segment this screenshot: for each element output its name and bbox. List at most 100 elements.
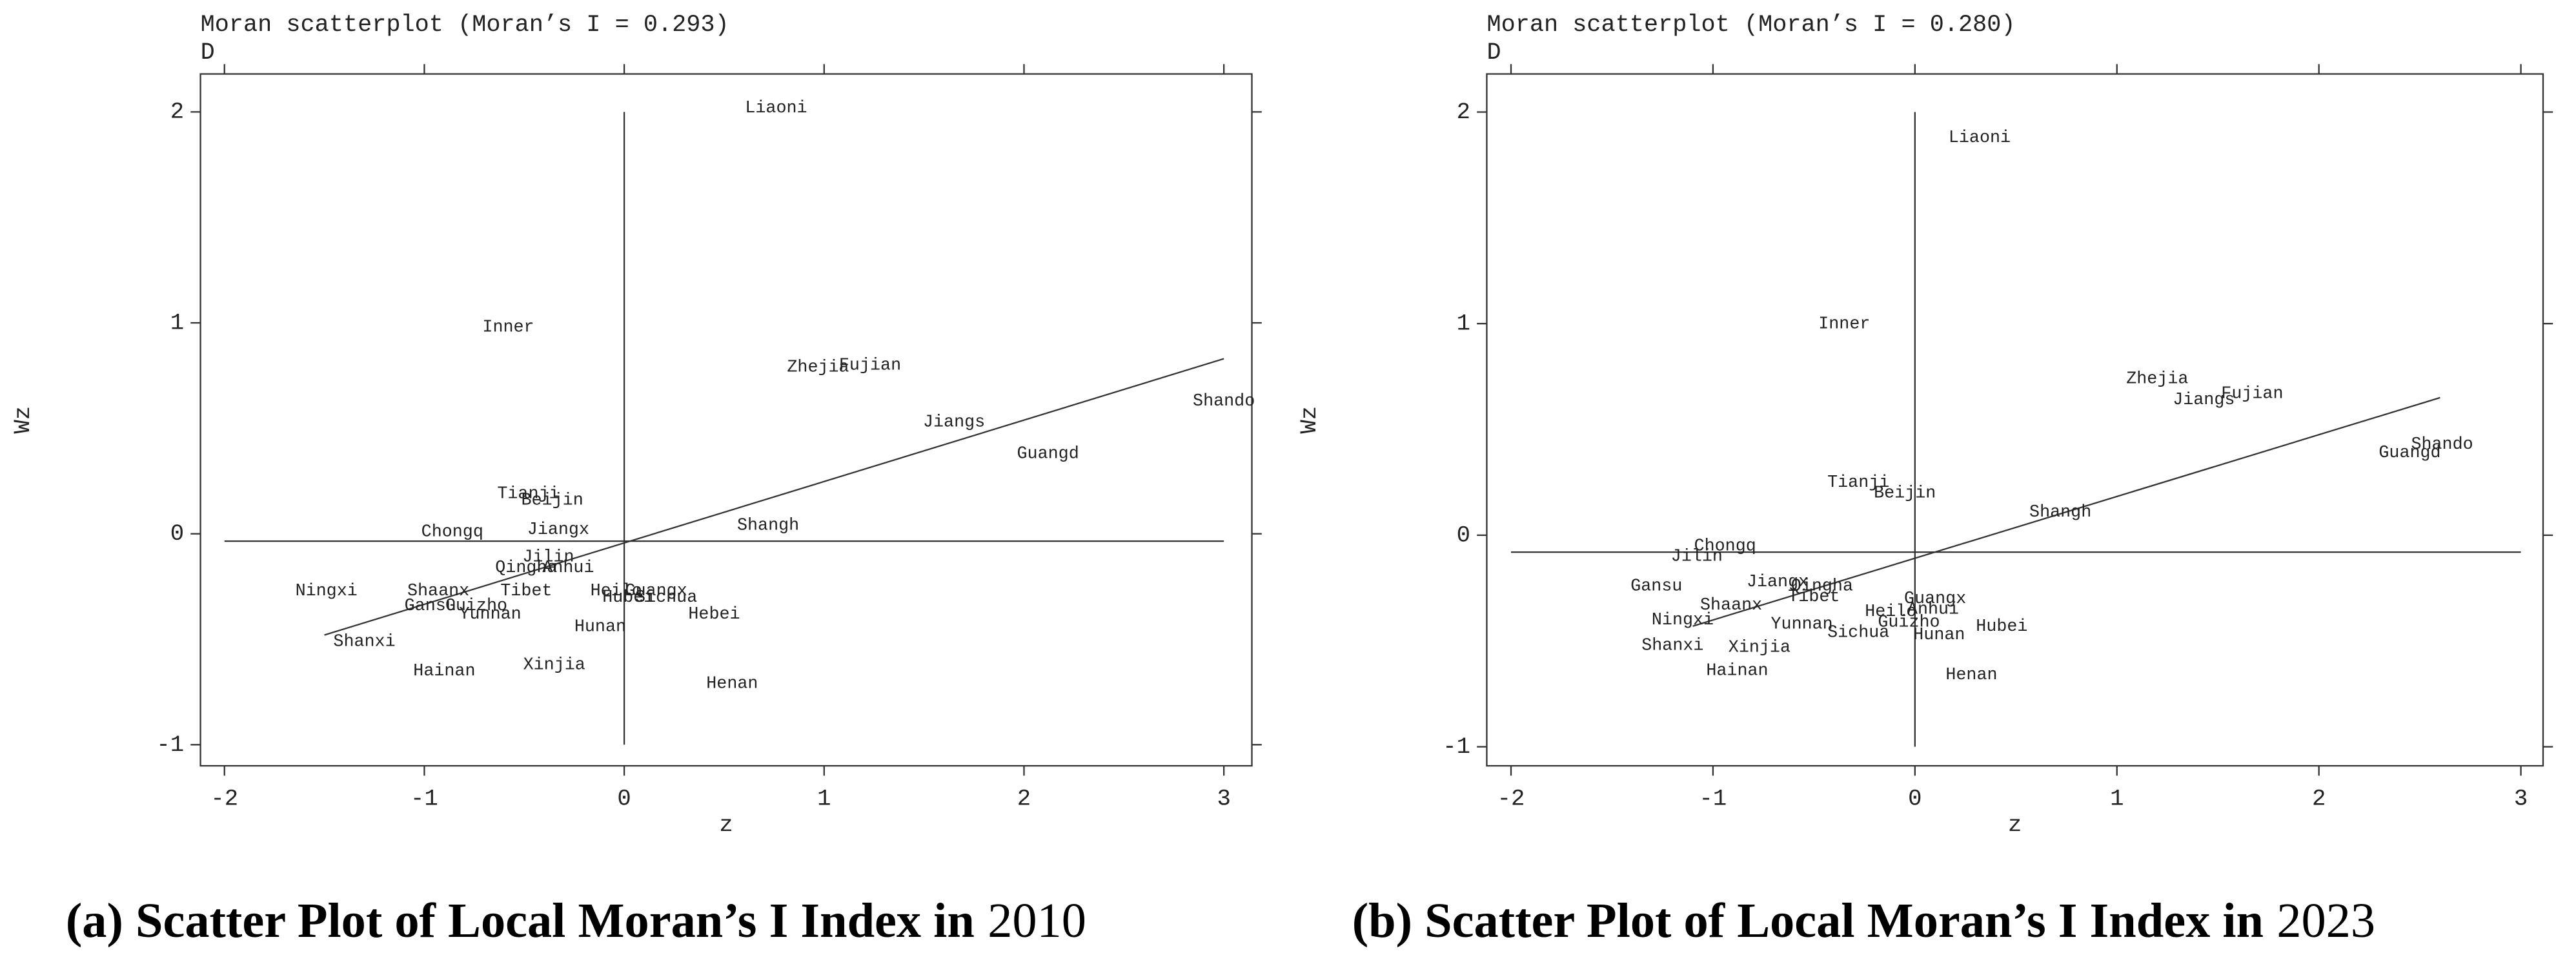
plot-frame [199,73,1253,767]
point-label: Heilo [1865,602,1916,622]
chart-subtitle: D [1486,39,1501,67]
point-label: Guizho [1878,613,1940,632]
point-label: Yunnan [1771,615,1833,635]
caption-year: 2010 [988,892,1086,947]
point-label: Henan [1945,666,1997,685]
point-label: Sichua [1827,624,1889,643]
x-tick-label: -1 [1699,785,1727,812]
point-label: Ningxi [296,582,358,601]
point-label: Shando [1193,392,1255,411]
point-label: Jiangs [2173,391,2235,410]
point-label: Jilin [1671,548,1723,567]
x-axis-label: z [2008,812,2022,838]
point-label: Tibet [500,582,552,601]
point-label: Xinjia [1729,639,1790,658]
point-label: Shangh [737,517,799,536]
point-label: Shaanx [1700,596,1762,615]
point-label: Ningxi [1652,611,1714,630]
chart-title: Moran scatterplot (Moran’s I = 0.293) [201,12,729,39]
point-label: Liaoni [745,99,807,118]
y-tick-label: 0 [170,520,184,547]
point-label: Shangh [2029,503,2091,522]
x-axis-label: z [719,812,733,838]
point-label: Zhejia [2126,369,2188,389]
point-label: Hunan [1913,626,1965,645]
y-tick-label: 2 [1457,99,1470,125]
point-label: Zhejia [787,358,849,378]
point-label: Guangx [625,582,687,601]
point-label: Hubei [1976,617,2027,637]
x-tick-label: -2 [1497,785,1525,812]
point-label: Hunan [574,618,626,637]
point-label: Tianji [497,485,559,504]
point-label: Henan [706,675,758,694]
point-label: Heilo [591,582,642,601]
point-label: Sichua [635,588,697,608]
caption: (a) Scatter Plot of Local Moran’s I Inde… [66,892,1086,947]
x-tick-label: 2 [1017,785,1031,812]
chart-subtitle: D [201,39,215,67]
point-label: Hubei [602,588,654,608]
y-tick-label: -1 [1443,733,1470,760]
y-tick-label: -1 [156,732,184,758]
point-label: Tianji [1827,473,1889,493]
x-tick-label: -2 [210,785,238,812]
reference-line [1692,396,2440,627]
point-label: Beijin [522,491,583,510]
y-tick-label: 1 [170,309,184,336]
point-label: Jiangx [527,520,589,540]
point-label: Anhui [1907,600,1959,620]
chart-title: Moran scatterplot (Moran’s I = 0.280) [1486,12,2015,39]
point-label: Qingha [1791,577,1853,597]
point-label: Chongq [1694,537,1756,556]
plot-frame [1486,73,2544,767]
point-label: Yunnan [460,605,522,624]
point-label: Guangd [1017,445,1079,464]
point-label: Tibet [1788,588,1840,607]
point-label: Inner [1818,314,1870,334]
x-tick-label: -1 [411,785,438,812]
x-tick-label: 1 [817,785,831,812]
point-label: Chongq [421,522,483,542]
y-tick-label: 1 [1457,311,1470,337]
x-tick-label: 3 [1217,785,1230,812]
point-label: Gansu [405,597,456,616]
caption-text: (b) Scatter Plot of Local Moran’s I Inde… [1352,892,2264,947]
point-label: Qingha [495,559,557,578]
point-label: Xinjia [523,655,585,675]
caption: (b) Scatter Plot of Local Moran’s I Inde… [1352,892,2375,947]
chart: Moran scatterplot (Moran’s I = 0.280)D Wz… [1296,12,2553,947]
point-label: Hainan [1706,662,1768,681]
reference-line [324,358,1224,636]
caption-text: (a) Scatter Plot of Local Moran’s I Inde… [66,892,975,947]
point-label: Gansu [1630,577,1682,597]
point-label: Jiangs [923,413,985,433]
x-tick-label: 2 [2312,785,2326,812]
x-tick-label: 0 [1908,785,1922,812]
y-axis-label: Wz [1296,406,1323,434]
point-label: Shanxi [333,632,395,651]
point-label: Fujian [2221,384,2283,404]
y-tick-label: 2 [170,99,184,125]
point-label: Fujian [839,356,901,375]
y-tick-label: 0 [1457,522,1470,548]
chart: Moran scatterplot (Moran’s I = 0.293)D Wz… [10,12,1262,947]
x-tick-label: 3 [2514,785,2528,812]
point-label: Hainan [413,662,475,681]
point-label: Shaanx [407,582,469,601]
point-label: Guangx [1904,590,1966,609]
point-label: Inner [482,318,534,338]
point-label: Guangd [2378,444,2440,463]
point-label: Jiangx [1747,573,1809,592]
caption-year: 2023 [2277,892,2375,947]
point-label: Shando [2411,435,2473,455]
point-label: Anhui [542,559,594,578]
x-tick-label: 0 [617,785,631,812]
point-label: Beijin [1874,484,1936,503]
point-label: Liaoni [1949,128,2011,148]
y-axis-label: Wz [10,406,36,434]
point-label: Guizho [445,597,507,616]
point-label: Jilin [522,548,574,568]
point-label: Shanxi [1641,636,1703,655]
